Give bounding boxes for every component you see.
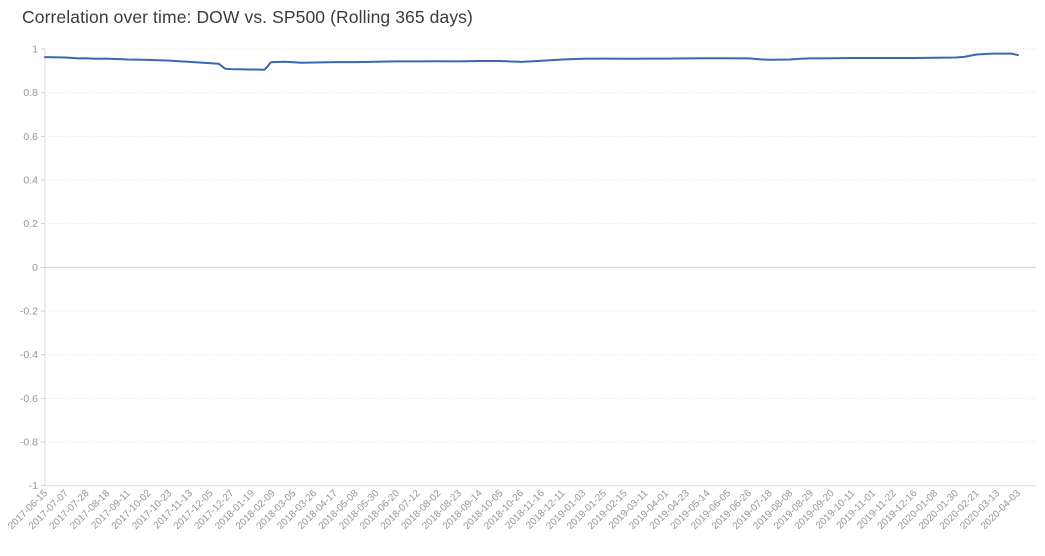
y-tick-label: -0.4	[20, 349, 38, 361]
y-tick-label: 0.6	[23, 131, 38, 143]
y-tick-label: -1	[29, 480, 38, 492]
y-tick-label: 0.4	[23, 175, 38, 187]
y-tick-label: 1	[32, 44, 38, 56]
y-tick-label: 0.8	[23, 87, 38, 99]
correlation-series-line	[44, 52, 1019, 71]
y-tick-label: -0.2	[20, 306, 38, 318]
y-tick-label: 0.2	[23, 218, 38, 230]
y-tick-label: 0	[32, 262, 38, 274]
y-tick-label: -0.8	[20, 437, 38, 449]
chart-title: Correlation over time: DOW vs. SP500 (Ro…	[22, 7, 473, 27]
y-tick-label: -0.6	[20, 393, 38, 405]
